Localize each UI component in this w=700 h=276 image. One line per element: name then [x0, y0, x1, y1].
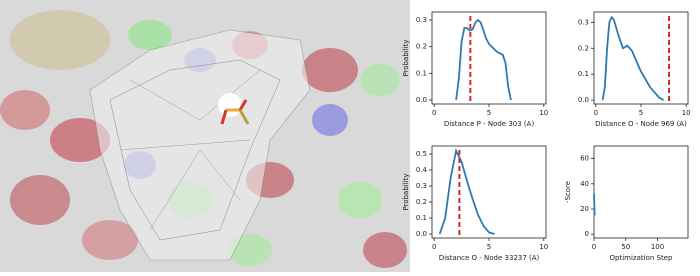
y-tick-label: 0.0	[578, 96, 589, 104]
y-tick-label: 0.1	[416, 69, 427, 77]
axes-frame	[431, 11, 547, 105]
y-tick-label: 0.4	[416, 166, 428, 174]
density-line	[438, 148, 495, 235]
y-tick-label: 0.2	[416, 43, 427, 51]
x-tick-label: 5	[639, 109, 643, 117]
y-tick-label: 0.3	[578, 18, 589, 26]
x-tick-label: 10	[682, 109, 691, 117]
molecule-surface	[0, 0, 410, 272]
x-axis-label: Distance P - Node 303 (A)	[444, 120, 535, 128]
x-axis-label: Distance O - Node 33237 (A)	[439, 254, 540, 262]
y-tick-label: 20	[580, 205, 589, 213]
density-line	[601, 15, 665, 101]
x-tick-label: 0	[432, 243, 436, 251]
ligand	[218, 93, 250, 125]
y-tick-label: 0.0	[416, 230, 427, 238]
y-axis-label: Probability	[402, 173, 410, 210]
x-tick-label: 10	[539, 243, 548, 251]
x-tick-label: 100	[651, 243, 664, 251]
y-tick-label: 0.5	[416, 150, 427, 158]
x-tick-label: 0	[592, 243, 596, 251]
x-tick-label: 50	[621, 243, 630, 251]
axes-frame	[593, 145, 689, 239]
density-line	[455, 18, 512, 101]
y-tick-label: 0.2	[416, 198, 427, 206]
y-axis-label: Probability	[402, 39, 410, 76]
x-tick-label: 0	[594, 109, 598, 117]
y-tick-label: 0.1	[578, 70, 589, 78]
density-line	[593, 193, 596, 216]
y-tick-label: 40	[580, 180, 589, 188]
y-tick-label: 0.3	[416, 16, 427, 24]
x-tick-label: 10	[539, 109, 548, 117]
axes-frame	[431, 145, 547, 239]
y-tick-label: 0.2	[578, 44, 589, 52]
y-tick-label: 0	[585, 230, 589, 238]
x-axis-label: Optimization Step	[610, 254, 673, 262]
y-tick-label: 60	[580, 155, 589, 163]
y-tick-label: 0.3	[416, 182, 427, 190]
y-tick-label: 0.0	[416, 96, 427, 104]
x-tick-label: 5	[487, 109, 491, 117]
x-tick-label: 5	[487, 243, 491, 251]
x-axis-label: Distance O - Node 969 (A)	[595, 120, 687, 128]
y-tick-label: 0.1	[416, 214, 427, 222]
x-tick-label: 0	[432, 109, 436, 117]
axes-frame	[593, 11, 689, 105]
y-axis-label: -Score	[564, 181, 572, 203]
